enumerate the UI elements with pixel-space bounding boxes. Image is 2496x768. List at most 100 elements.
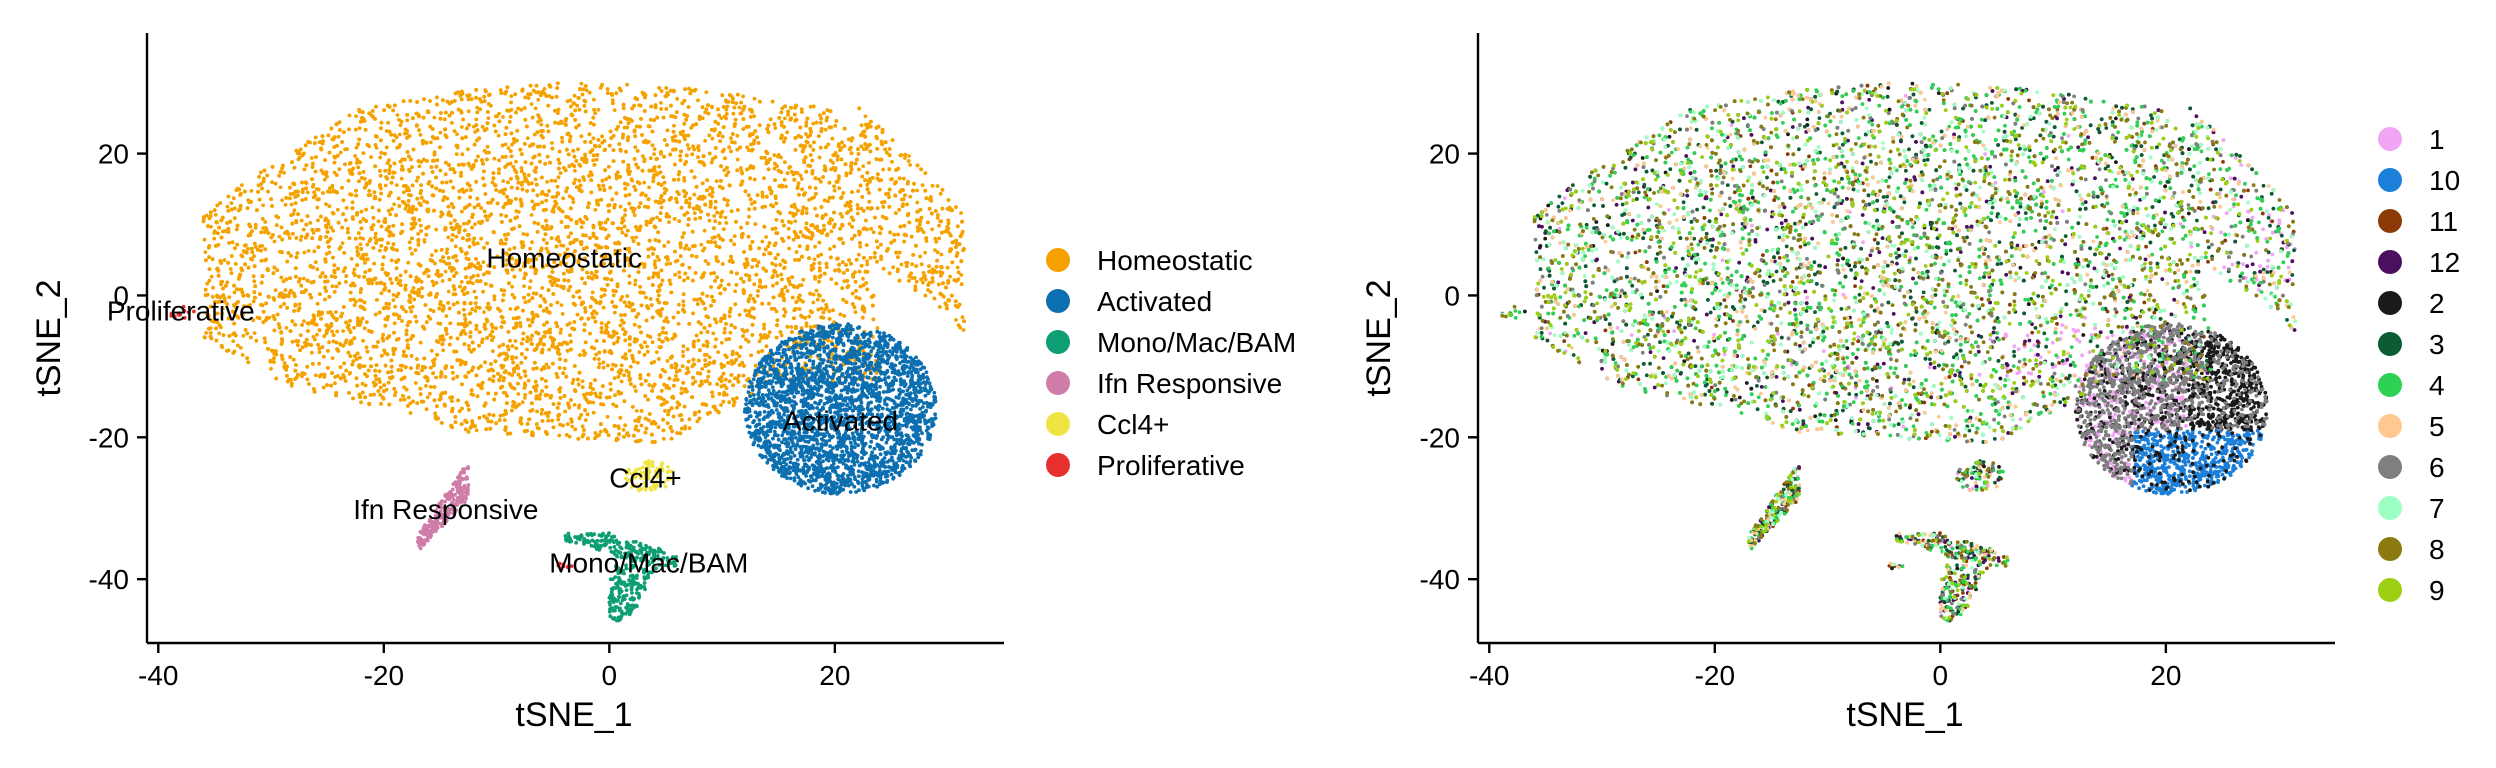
- data-point: [414, 275, 419, 280]
- data-point: [696, 338, 701, 343]
- data-point: [438, 130, 443, 135]
- data-point: [406, 260, 411, 265]
- data-point: [446, 256, 451, 260]
- data-point: [530, 181, 534, 186]
- data-point: [392, 202, 396, 207]
- data-point: [443, 269, 448, 274]
- data-point: [681, 344, 686, 349]
- data-point: [326, 219, 331, 223]
- data-point: [424, 407, 429, 412]
- data-point: [335, 329, 340, 334]
- data-point: [358, 290, 363, 295]
- data-point: [752, 114, 756, 119]
- data-point: [741, 94, 745, 99]
- data-point: [428, 385, 433, 389]
- data-point: [655, 254, 660, 259]
- data-point: [269, 366, 273, 371]
- data-point: [305, 377, 310, 382]
- data-point: [458, 362, 463, 367]
- data-point: [798, 173, 803, 178]
- data-point: [434, 375, 438, 380]
- data-point: [572, 93, 577, 98]
- data-point: [338, 150, 343, 155]
- data-point: [565, 186, 570, 191]
- data-point: [801, 205, 806, 210]
- data-point: [395, 113, 400, 117]
- data-point: [204, 331, 209, 335]
- data-point: [650, 340, 655, 345]
- data-point: [530, 199, 535, 204]
- data-point: [365, 242, 370, 247]
- data-point: [231, 196, 236, 201]
- data-point: [447, 261, 452, 266]
- data-point: [403, 283, 408, 288]
- data-point: [707, 355, 712, 360]
- data-point: [422, 239, 427, 244]
- data-point: [374, 146, 379, 150]
- data-point: [942, 294, 946, 299]
- data-point: [548, 327, 552, 332]
- data-point: [880, 214, 885, 219]
- data-point: [536, 97, 541, 102]
- data-point: [747, 214, 751, 219]
- data-point: [509, 94, 514, 99]
- data-point: [583, 418, 588, 422]
- data-point: [516, 210, 521, 214]
- data-point: [620, 295, 625, 299]
- data-point: [590, 290, 595, 295]
- data-point: [655, 215, 659, 220]
- data-point: [760, 239, 765, 244]
- data-point: [253, 222, 258, 227]
- data-point: [334, 310, 338, 314]
- data-point: [652, 147, 657, 152]
- data-point: [829, 229, 834, 234]
- data-point: [653, 168, 657, 173]
- data-point: [409, 222, 414, 226]
- data-point: [560, 312, 565, 316]
- data-point: [537, 253, 542, 258]
- data-point: [627, 274, 632, 278]
- data-point: [692, 211, 697, 216]
- data-point: [535, 383, 539, 388]
- data-point: [928, 290, 933, 294]
- data-point: [701, 248, 705, 253]
- data-point: [306, 249, 311, 253]
- data-point: [322, 177, 327, 182]
- data-point: [766, 244, 771, 249]
- data-point: [397, 132, 402, 137]
- data-point: [891, 265, 896, 270]
- data-point: [782, 265, 787, 270]
- data-point: [340, 241, 345, 246]
- data-point: [280, 198, 284, 203]
- data-point: [211, 285, 215, 290]
- data-point: [227, 241, 231, 245]
- data-point: [330, 284, 335, 289]
- data-point: [480, 340, 484, 345]
- left-scatter-points: [169, 81, 966, 623]
- data-point: [430, 253, 434, 257]
- data-point: [729, 136, 733, 141]
- data-point: [341, 329, 345, 333]
- data-point: [238, 345, 243, 350]
- data-point: [444, 314, 449, 318]
- data-point: [311, 231, 316, 235]
- data-point: [481, 260, 486, 265]
- data-point: [324, 202, 328, 207]
- data-point: [530, 342, 534, 347]
- data-point: [302, 319, 306, 323]
- data-point: [737, 313, 742, 317]
- data-point: [571, 377, 576, 382]
- data-point: [773, 196, 778, 201]
- data-point: [592, 97, 596, 102]
- data-point: [325, 189, 330, 194]
- data-point: [550, 141, 554, 145]
- data-point: [467, 244, 472, 249]
- data-point: [523, 392, 528, 397]
- data-point: [315, 332, 319, 337]
- data-point: [462, 307, 466, 312]
- data-point: [225, 204, 230, 209]
- data-point: [544, 306, 549, 311]
- data-point: [812, 257, 817, 262]
- data-point: [823, 127, 828, 132]
- data-point: [875, 245, 880, 250]
